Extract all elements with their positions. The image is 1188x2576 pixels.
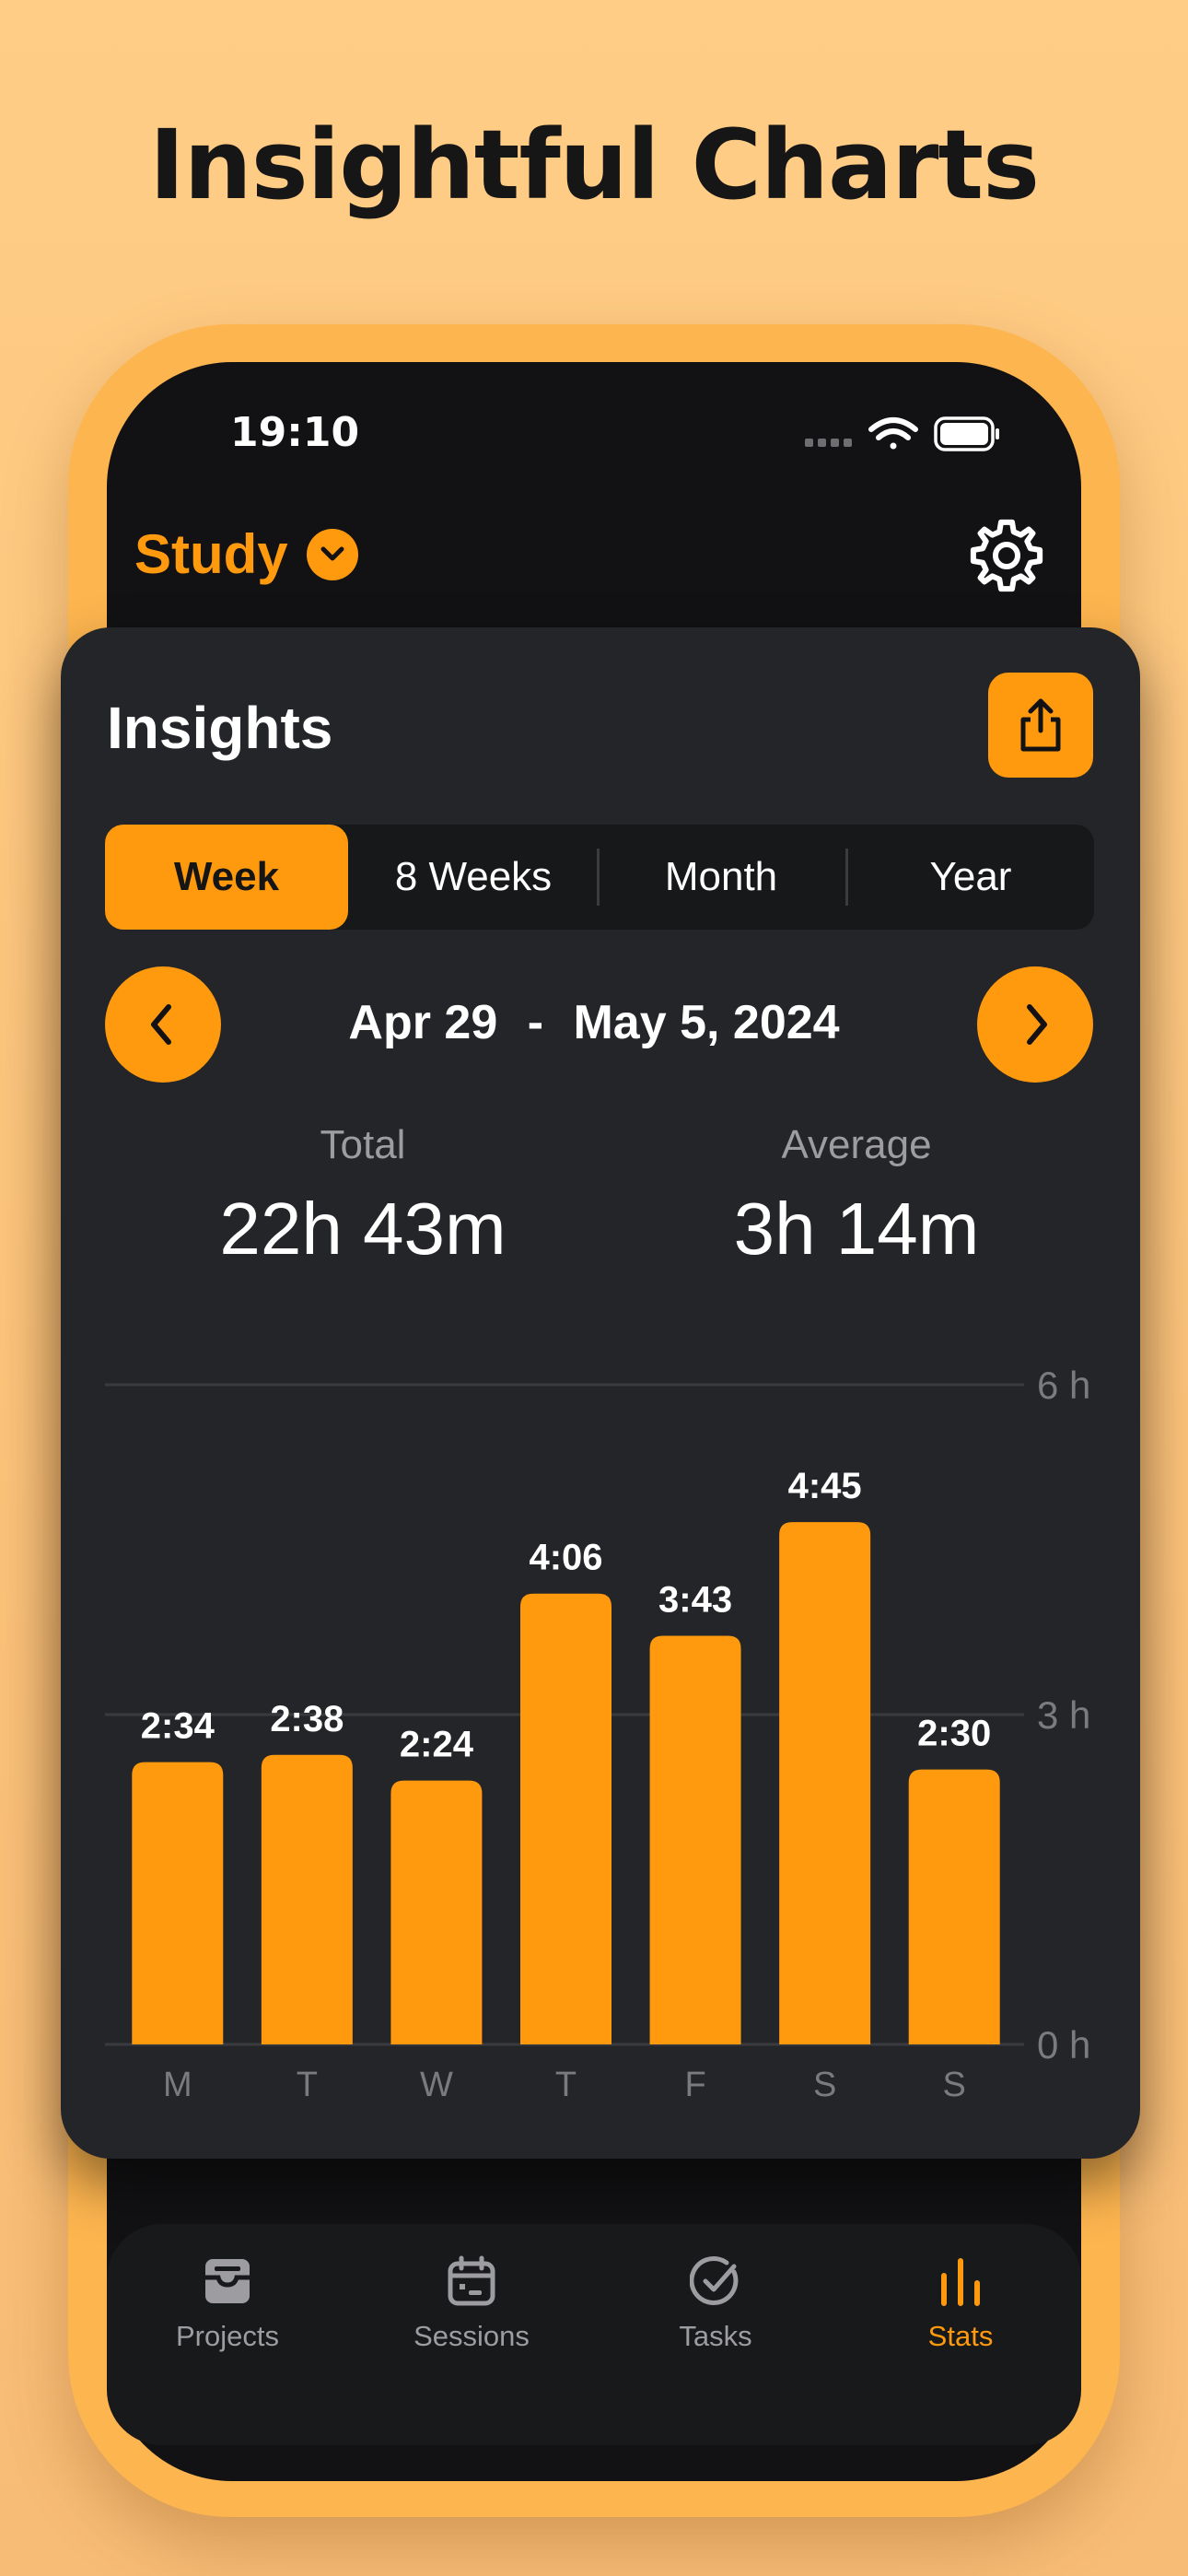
segment-8-weeks[interactable]: 8 Weeks [394,854,553,899]
bar [779,1522,871,2044]
chevron-down-icon [306,528,358,580]
status-icons [805,416,999,451]
bar [520,1593,611,2044]
date-range: Apr 29 - May 5, 2024 [276,995,912,1050]
total-label: Total [320,1122,406,1167]
segment-month[interactable]: Month [664,854,778,899]
chevron-left-icon [151,1004,171,1045]
segment-divider [845,849,848,906]
gear-icon[interactable] [967,516,1046,595]
project-selector[interactable]: Study [134,522,358,586]
status-time: 19:10 [230,409,360,456]
tab-projects[interactable]: Projects [117,2255,338,2353]
x-tick-label: S [943,2066,966,2104]
previous-period-button[interactable] [105,966,221,1083]
bar-value-label: 2:38 [270,1699,344,1739]
y-tick-label: 6 h [1037,1364,1090,1407]
y-tick-label: 3 h [1037,1693,1090,1737]
average-value: 3h 14m [733,1188,980,1270]
tray-icon [205,2259,250,2303]
x-tick-label: F [684,2066,705,2104]
date-range-start: Apr 29 [348,996,498,1049]
bar-value-label: 4:45 [788,1466,862,1506]
x-tick-label: T [555,2066,577,2104]
tab-label: Tasks [679,2320,752,2352]
average-label: Average [781,1122,932,1167]
y-tick-label: 0 h [1037,2023,1090,2067]
tab-label: Sessions [413,2320,530,2352]
date-range-end: May 5, 2024 [573,996,840,1049]
period-segmented-control: Week 8 Weeks Month Year [105,825,1094,930]
bar-value-label: 2:24 [400,1725,474,1765]
battery-icon [934,416,999,451]
bar [908,1769,1000,2044]
bar-chart-icon [941,2258,980,2306]
x-tick-label: W [420,2066,453,2104]
share-icon [1020,698,1061,752]
bar [649,1635,741,2044]
x-tick-label: T [297,2066,318,2104]
bar-value-label: 2:30 [917,1714,991,1754]
x-tick-label: M [163,2066,192,2104]
tab-tasks[interactable]: Tasks [605,2255,826,2353]
tab-label: Projects [176,2320,279,2352]
card-title: Insights [107,695,333,761]
segment-week[interactable]: Week [105,825,348,930]
segment-year[interactable]: Year [929,854,1012,899]
share-button[interactable] [988,673,1093,778]
tab-stats[interactable]: Stats [850,2255,1071,2353]
x-tick-label: S [813,2066,836,2104]
bar [261,1754,353,2044]
wifi-icon [868,417,918,450]
bar [390,1780,483,2044]
next-period-button[interactable] [977,966,1093,1083]
chevron-right-icon [1027,1004,1047,1045]
bar-value-label: 3:43 [658,1579,732,1620]
cellular-signal-icon [805,439,852,447]
checkmark-circle-icon [690,2255,739,2305]
calendar-icon [448,2255,495,2306]
total-value: 22h 43m [219,1188,507,1270]
tab-bar [107,2224,1081,2445]
tab-label: Stats [927,2320,994,2352]
date-range-separator: - [527,996,544,1049]
tab-sessions[interactable]: Sessions [361,2255,582,2353]
bar-value-label: 4:06 [529,1538,602,1578]
bar-value-label: 2:34 [141,1706,215,1747]
project-name: Study [134,523,288,585]
headline: Insightful Charts [148,109,1040,221]
bar [132,1762,224,2044]
segment-divider [597,849,600,906]
